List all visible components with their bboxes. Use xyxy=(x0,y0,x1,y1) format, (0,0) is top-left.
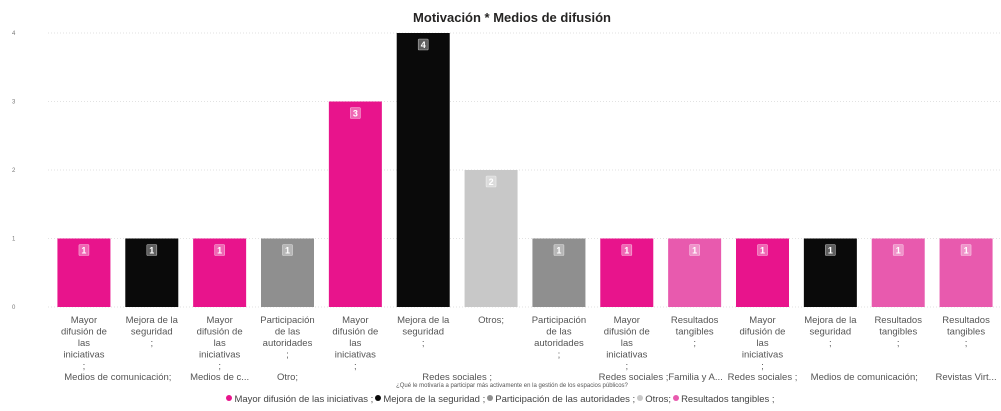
category-label: Mejora de la seguridad; xyxy=(804,315,857,349)
legend-label: Mejora de la seguridad ; xyxy=(383,394,486,405)
group-label: Medios de comunicación; xyxy=(64,372,171,383)
data-label: 4 xyxy=(421,40,426,50)
data-label: 1 xyxy=(692,246,697,256)
data-label: 3 xyxy=(353,109,358,119)
legend-label: Participación de las autoridades ; xyxy=(495,394,636,405)
data-label-badge xyxy=(485,175,497,188)
group-label: Medios de c... xyxy=(190,372,249,383)
data-label: 1 xyxy=(964,246,969,256)
bar xyxy=(328,101,382,307)
data-label: 1 xyxy=(81,246,86,256)
category-label: Resultados tangibles; xyxy=(671,315,719,349)
data-label: 1 xyxy=(149,246,154,256)
category-labels: Mayor difusión de las iniciativas ; Mejora de… xyxy=(61,315,990,372)
group-label: Revistas Virt... xyxy=(936,372,997,383)
legend: Mayor difusión de las iniciativas ; Mejor… xyxy=(0,394,1001,405)
legend-item: Participación de las autoridades ; xyxy=(487,394,635,405)
legend-dot-icon xyxy=(487,395,494,402)
bar xyxy=(396,33,450,307)
bar xyxy=(261,238,314,307)
bar xyxy=(803,238,857,307)
bar xyxy=(57,238,111,307)
data-label-badge xyxy=(214,244,225,256)
y-tick-label: 3 xyxy=(12,100,16,106)
legend-dot-icon xyxy=(226,395,233,402)
bar xyxy=(871,238,925,307)
data-label: 1 xyxy=(285,246,290,256)
data-label-badge xyxy=(825,244,836,256)
data-label: 1 xyxy=(828,246,833,256)
data-label: 2 xyxy=(489,177,494,187)
bar xyxy=(736,238,789,307)
bar xyxy=(532,238,586,307)
bars: 1 1 1 1 3 4 2 1 1 1 1 1 1 1 xyxy=(57,33,993,307)
x-axis-title: ¿Qué le motivaría a participar más activ… xyxy=(396,383,628,389)
data-label: 1 xyxy=(760,246,765,256)
bar xyxy=(939,238,993,307)
legend-item: Resultados tangibles ; xyxy=(673,394,775,405)
legend-label: Mayor difusión de las iniciativas ; xyxy=(234,394,374,405)
y-axis: 0 1 2 3 4 xyxy=(12,31,16,311)
group-labels: Medios de comunicación; Medios de c... Otr… xyxy=(64,372,996,383)
group-label: Redes sociales ;Familia y A... xyxy=(599,372,723,383)
legend-item: Otros; xyxy=(637,394,671,405)
data-label-badge xyxy=(282,244,293,256)
category-label: Otros; xyxy=(478,315,504,326)
data-label-badge xyxy=(417,38,429,51)
y-tick-label: 2 xyxy=(12,168,16,174)
data-label-badge xyxy=(892,244,904,256)
category-label: Mayor difusión de las iniciativas; xyxy=(740,315,786,372)
data-label: 1 xyxy=(896,246,901,256)
category-label: Mayor difusión de las iniciativas; xyxy=(604,315,650,372)
category-label: Participación de las autoridades; xyxy=(260,315,314,361)
data-label-badge xyxy=(78,244,90,256)
y-tick-label: 1 xyxy=(12,237,16,243)
data-label-badge xyxy=(553,244,565,256)
category-label: Resultados tangibles; xyxy=(874,315,922,349)
legend-dot-icon xyxy=(673,395,680,402)
data-label: 1 xyxy=(624,246,629,256)
data-label-badge xyxy=(757,244,768,256)
bar xyxy=(668,238,722,307)
group-label: Redes sociales ; xyxy=(422,372,492,383)
chart-title: Motivación * Medios de difusión xyxy=(413,10,611,25)
data-label-badge xyxy=(689,244,700,256)
bar xyxy=(193,238,247,307)
bar xyxy=(464,170,518,307)
legend-dot-icon xyxy=(375,395,382,402)
category-label: Mayor difusión de las iniciativas; xyxy=(61,315,107,372)
group-label: Medios de comunicación; xyxy=(811,372,918,383)
y-tick-label: 0 xyxy=(12,305,16,311)
category-label: Resultados tangibles; xyxy=(942,315,990,349)
data-label-badge xyxy=(621,244,633,256)
data-label-badge xyxy=(146,244,158,256)
gridlines xyxy=(48,32,1000,308)
data-label-badge xyxy=(350,107,361,119)
category-label: Mejora de la seguridad; xyxy=(126,315,179,349)
group-label: Redes sociales ; xyxy=(728,372,798,383)
legend-label: Otros; xyxy=(645,394,672,405)
category-label: Mayor difusión de las iniciativas; xyxy=(332,315,378,372)
bar xyxy=(600,238,654,307)
data-label: 1 xyxy=(556,246,561,256)
legend-dot-icon xyxy=(637,395,644,402)
data-label-badge xyxy=(960,244,972,256)
bar xyxy=(125,238,179,307)
category-label: Mayor difusión de las iniciativas; xyxy=(197,315,243,372)
category-label: Mejora de la seguridad; xyxy=(397,315,450,349)
y-tick-label: 4 xyxy=(12,31,16,37)
legend-item: Mayor difusión de las iniciativas ; xyxy=(226,394,373,405)
legend-label: Resultados tangibles ; xyxy=(681,394,775,405)
data-label: 1 xyxy=(217,246,222,256)
group-label: Otro; xyxy=(277,372,298,383)
legend-item: Mejora de la seguridad ; xyxy=(375,394,485,405)
category-label: Participación de las autoridades; xyxy=(532,315,586,361)
